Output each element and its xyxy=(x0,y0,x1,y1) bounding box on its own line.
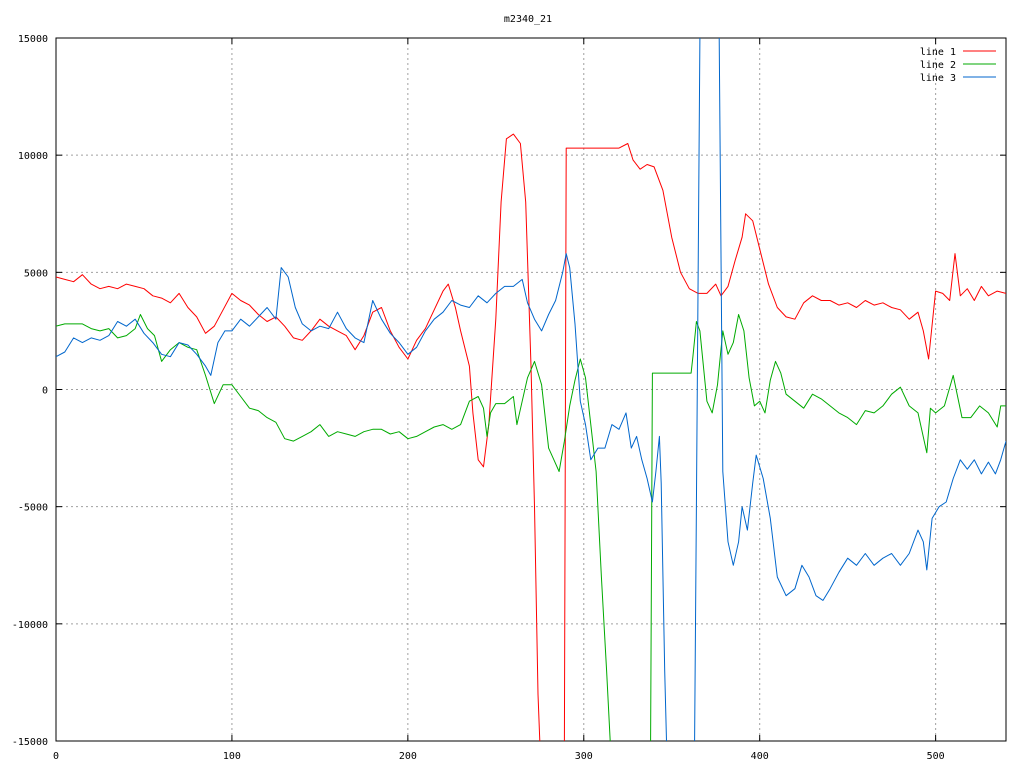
x-tick-label: 400 xyxy=(751,751,769,762)
y-tick-label: -5000 xyxy=(18,503,48,514)
series-line-5 xyxy=(56,253,667,741)
y-tick-label: 15000 xyxy=(18,34,48,45)
series-line-4 xyxy=(650,314,1006,741)
x-tick-label: 500 xyxy=(927,751,945,762)
series-line-1 xyxy=(56,133,541,741)
legend-label: line 2 xyxy=(920,60,956,71)
series-line-3 xyxy=(56,314,611,741)
x-tick-label: 300 xyxy=(575,751,593,762)
grid xyxy=(56,38,1006,741)
legend: line 1 line 2 line 3 xyxy=(920,47,996,84)
y-tick-label: 10000 xyxy=(18,151,48,162)
x-tick-label: 100 xyxy=(223,751,241,762)
y-tick-label: 5000 xyxy=(24,268,48,279)
x-tick-label: 0 xyxy=(53,751,59,762)
axes: 0 100 200 300 400 500 -15000 -10000 -5000 0 5000 10… xyxy=(12,34,1007,762)
series-group xyxy=(56,38,1006,741)
legend-label: line 3 xyxy=(920,73,956,84)
legend-label: line 1 xyxy=(920,47,956,58)
series-line-7 xyxy=(718,38,1006,601)
chart-title: m2340_21 xyxy=(504,14,552,25)
x-tick-label: 200 xyxy=(399,751,417,762)
series-line-2 xyxy=(563,143,1006,741)
y-tick-label: 0 xyxy=(42,386,48,397)
y-tick-label: -15000 xyxy=(12,737,48,748)
series-line-6 xyxy=(694,38,701,741)
y-tick-label: -10000 xyxy=(12,620,48,631)
